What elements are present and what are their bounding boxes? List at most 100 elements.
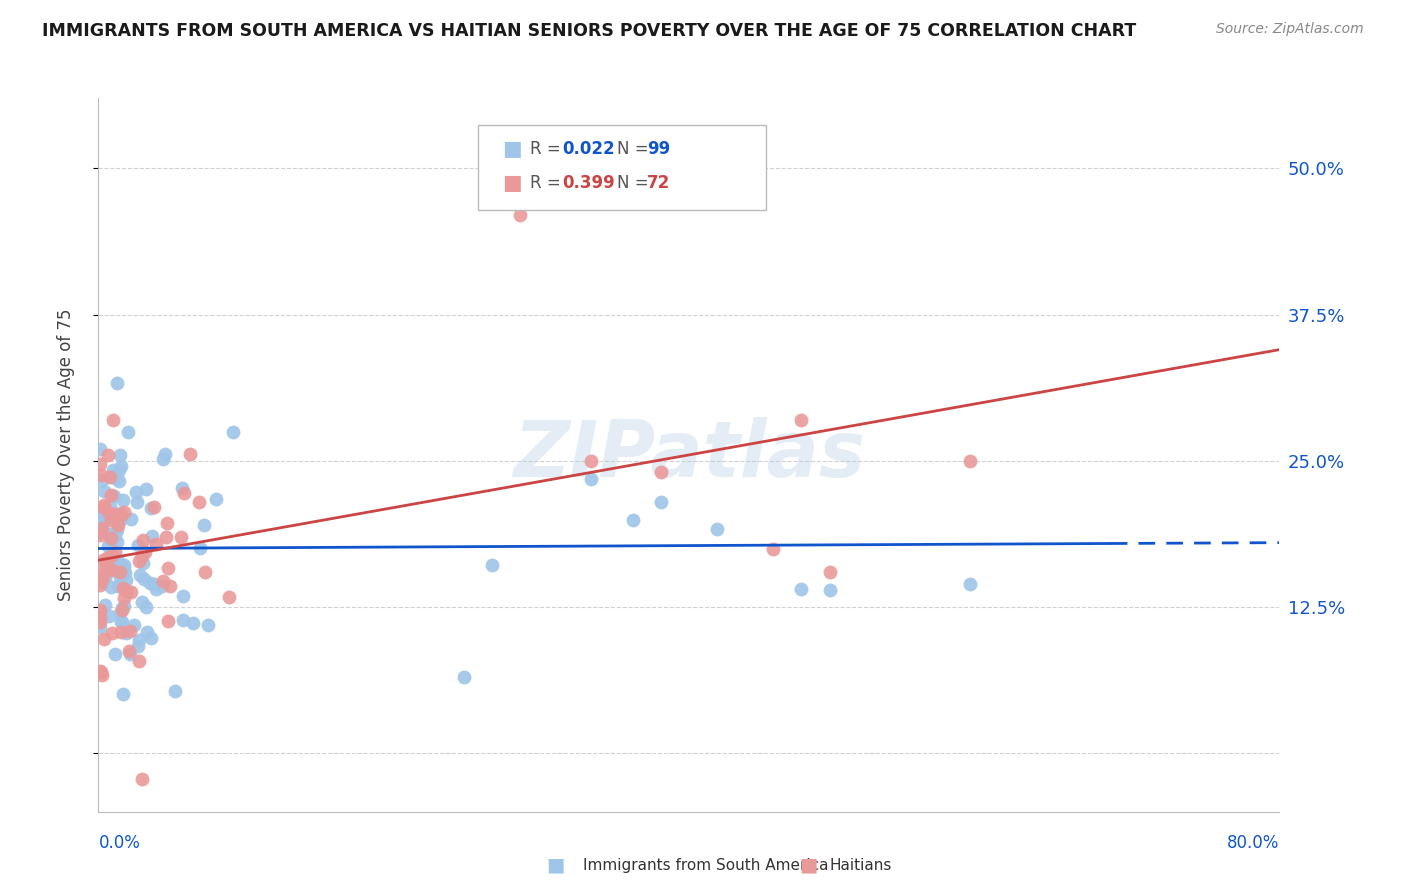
Point — [107, 579, 129, 593]
Point — [114, 561, 136, 575]
Point — [190, 541, 212, 556]
Point — [120, 584, 142, 599]
Point — [579, 454, 602, 468]
Text: 0.399: 0.399 — [562, 174, 616, 192]
Point — [94, 571, 117, 585]
Point — [108, 449, 131, 463]
Point — [93, 563, 115, 577]
Point — [152, 574, 174, 588]
Point — [90, 572, 112, 586]
Point — [145, 582, 167, 597]
Point — [125, 485, 148, 500]
Point — [579, 472, 602, 486]
Point — [105, 508, 128, 523]
Point — [100, 533, 122, 548]
Point — [89, 615, 111, 629]
Point — [157, 614, 180, 628]
Point — [143, 500, 166, 515]
Point — [197, 618, 219, 632]
Point — [112, 591, 135, 605]
Text: 0.0%: 0.0% — [98, 834, 141, 852]
Point — [93, 553, 115, 567]
Point — [98, 506, 121, 520]
Point — [90, 574, 112, 589]
Point — [108, 606, 131, 620]
Point — [111, 581, 134, 595]
Point — [98, 527, 121, 541]
Point — [104, 545, 127, 559]
Point — [90, 518, 112, 533]
Point — [94, 556, 117, 570]
Point — [118, 647, 141, 661]
Point — [141, 631, 163, 645]
Point — [101, 563, 124, 577]
Point — [103, 489, 125, 503]
Text: 72: 72 — [647, 174, 671, 192]
Point — [481, 558, 503, 573]
Point — [107, 474, 129, 488]
Y-axis label: Seniors Poverty Over the Age of 75: Seniors Poverty Over the Age of 75 — [56, 309, 75, 601]
Point — [93, 632, 115, 647]
Text: N =: N = — [617, 140, 654, 158]
Point — [93, 483, 115, 498]
Point — [959, 454, 981, 468]
Text: ■: ■ — [502, 173, 522, 193]
Point — [181, 615, 204, 630]
Point — [165, 684, 187, 698]
Point — [453, 670, 475, 684]
Point — [114, 566, 136, 580]
Text: Immigrants from South America: Immigrants from South America — [583, 858, 830, 872]
Point — [101, 547, 124, 561]
Point — [91, 500, 114, 515]
Point — [172, 613, 194, 627]
Point — [97, 539, 120, 553]
Point — [152, 452, 174, 467]
Point — [127, 538, 149, 552]
Point — [100, 508, 122, 522]
Point — [90, 665, 112, 679]
Point — [115, 573, 138, 587]
Point — [128, 633, 150, 648]
Point — [90, 467, 112, 482]
Point — [221, 425, 243, 439]
Point — [114, 626, 136, 640]
Text: 99: 99 — [647, 140, 671, 158]
Text: IMMIGRANTS FROM SOUTH AMERICA VS HAITIAN SENIORS POVERTY OVER THE AGE OF 75 CORR: IMMIGRANTS FROM SOUTH AMERICA VS HAITIAN… — [42, 22, 1136, 40]
Point — [89, 524, 111, 539]
Point — [790, 582, 813, 596]
Point — [127, 639, 149, 653]
Text: Haitians: Haitians — [830, 858, 891, 872]
Point — [94, 599, 117, 613]
Point — [101, 413, 124, 427]
Point — [104, 528, 127, 542]
Point — [128, 554, 150, 568]
Point — [91, 668, 114, 682]
Point — [110, 624, 132, 639]
Point — [89, 457, 111, 471]
Point — [103, 463, 125, 477]
Point — [790, 413, 813, 427]
Point — [108, 463, 131, 477]
Point — [111, 615, 134, 629]
Point — [89, 620, 111, 634]
Point — [108, 570, 131, 584]
Point — [114, 558, 136, 572]
Text: 0.022: 0.022 — [562, 140, 614, 158]
Point — [100, 549, 122, 563]
Point — [110, 615, 132, 629]
Point — [170, 481, 193, 495]
Point — [188, 495, 211, 509]
Point — [100, 512, 122, 526]
Point — [650, 466, 672, 480]
Point — [112, 505, 135, 519]
Point — [959, 576, 981, 591]
Point — [111, 493, 134, 508]
Point — [818, 565, 841, 579]
Point — [101, 625, 124, 640]
Text: ■: ■ — [546, 855, 565, 875]
Point — [509, 208, 531, 222]
Point — [134, 545, 156, 559]
Text: ■: ■ — [502, 139, 522, 159]
Point — [107, 517, 129, 532]
Point — [131, 549, 153, 563]
